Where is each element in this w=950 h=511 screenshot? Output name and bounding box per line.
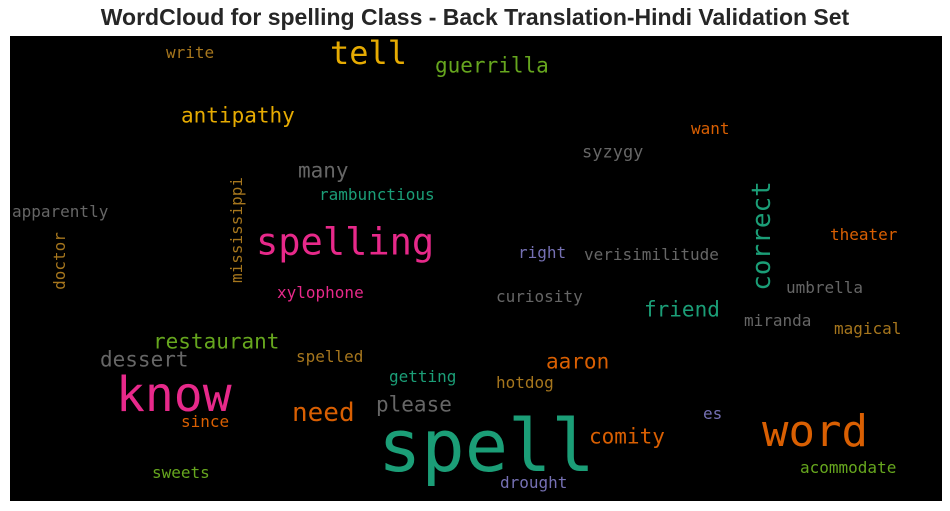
word-want: want bbox=[691, 119, 730, 138]
word-spell: spell bbox=[378, 404, 595, 488]
word-since: since bbox=[181, 412, 230, 431]
word-acommodate: acommodate bbox=[800, 458, 897, 477]
word-spelled: spelled bbox=[296, 347, 364, 366]
word-rambunctious: rambunctious bbox=[319, 185, 435, 204]
word-es: es bbox=[703, 404, 723, 423]
word-word: word bbox=[762, 406, 868, 457]
word-verisimilitude: verisimilitude bbox=[584, 245, 719, 264]
word-getting: getting bbox=[389, 367, 457, 386]
word-sweets: sweets bbox=[152, 463, 210, 482]
word-theater: theater bbox=[830, 225, 898, 244]
word-right: right bbox=[518, 243, 567, 262]
word-need: need bbox=[292, 398, 355, 428]
word-miranda: miranda bbox=[744, 311, 812, 330]
word-antipathy: antipathy bbox=[181, 103, 295, 128]
word-spelling: spelling bbox=[256, 220, 435, 264]
word-syzygy: syzygy bbox=[582, 142, 644, 163]
word-tell: tell bbox=[330, 36, 408, 72]
word-umbrella: umbrella bbox=[786, 278, 864, 297]
word-doctor: doctor bbox=[50, 232, 69, 290]
word-hotdog: hotdog bbox=[496, 373, 554, 392]
word-cloud-canvas: spell know word spelling tell correct ne… bbox=[10, 36, 942, 501]
word-aaron: aaron bbox=[546, 349, 610, 374]
word-please: please bbox=[376, 392, 452, 417]
word-write: write bbox=[166, 43, 215, 62]
word-mississippi: mississippi bbox=[227, 177, 246, 283]
chart-title: WordCloud for spelling Class - Back Tran… bbox=[100, 4, 850, 30]
word-correct: correct bbox=[747, 181, 777, 291]
word-curiosity: curiosity bbox=[496, 287, 583, 306]
word-xylophone: xylophone bbox=[277, 283, 364, 302]
word-restaurant: restaurant bbox=[153, 329, 280, 354]
word-know: know bbox=[116, 367, 232, 423]
word-apparently: apparently bbox=[12, 202, 109, 221]
word-drought: drought bbox=[500, 473, 568, 492]
word-dessert: dessert bbox=[100, 347, 189, 372]
word-magical: magical bbox=[834, 319, 902, 338]
word-guerrilla: guerrilla bbox=[435, 53, 549, 78]
word-friend: friend bbox=[644, 297, 720, 322]
word-many: many bbox=[298, 158, 349, 183]
word-comity: comity bbox=[589, 424, 665, 449]
